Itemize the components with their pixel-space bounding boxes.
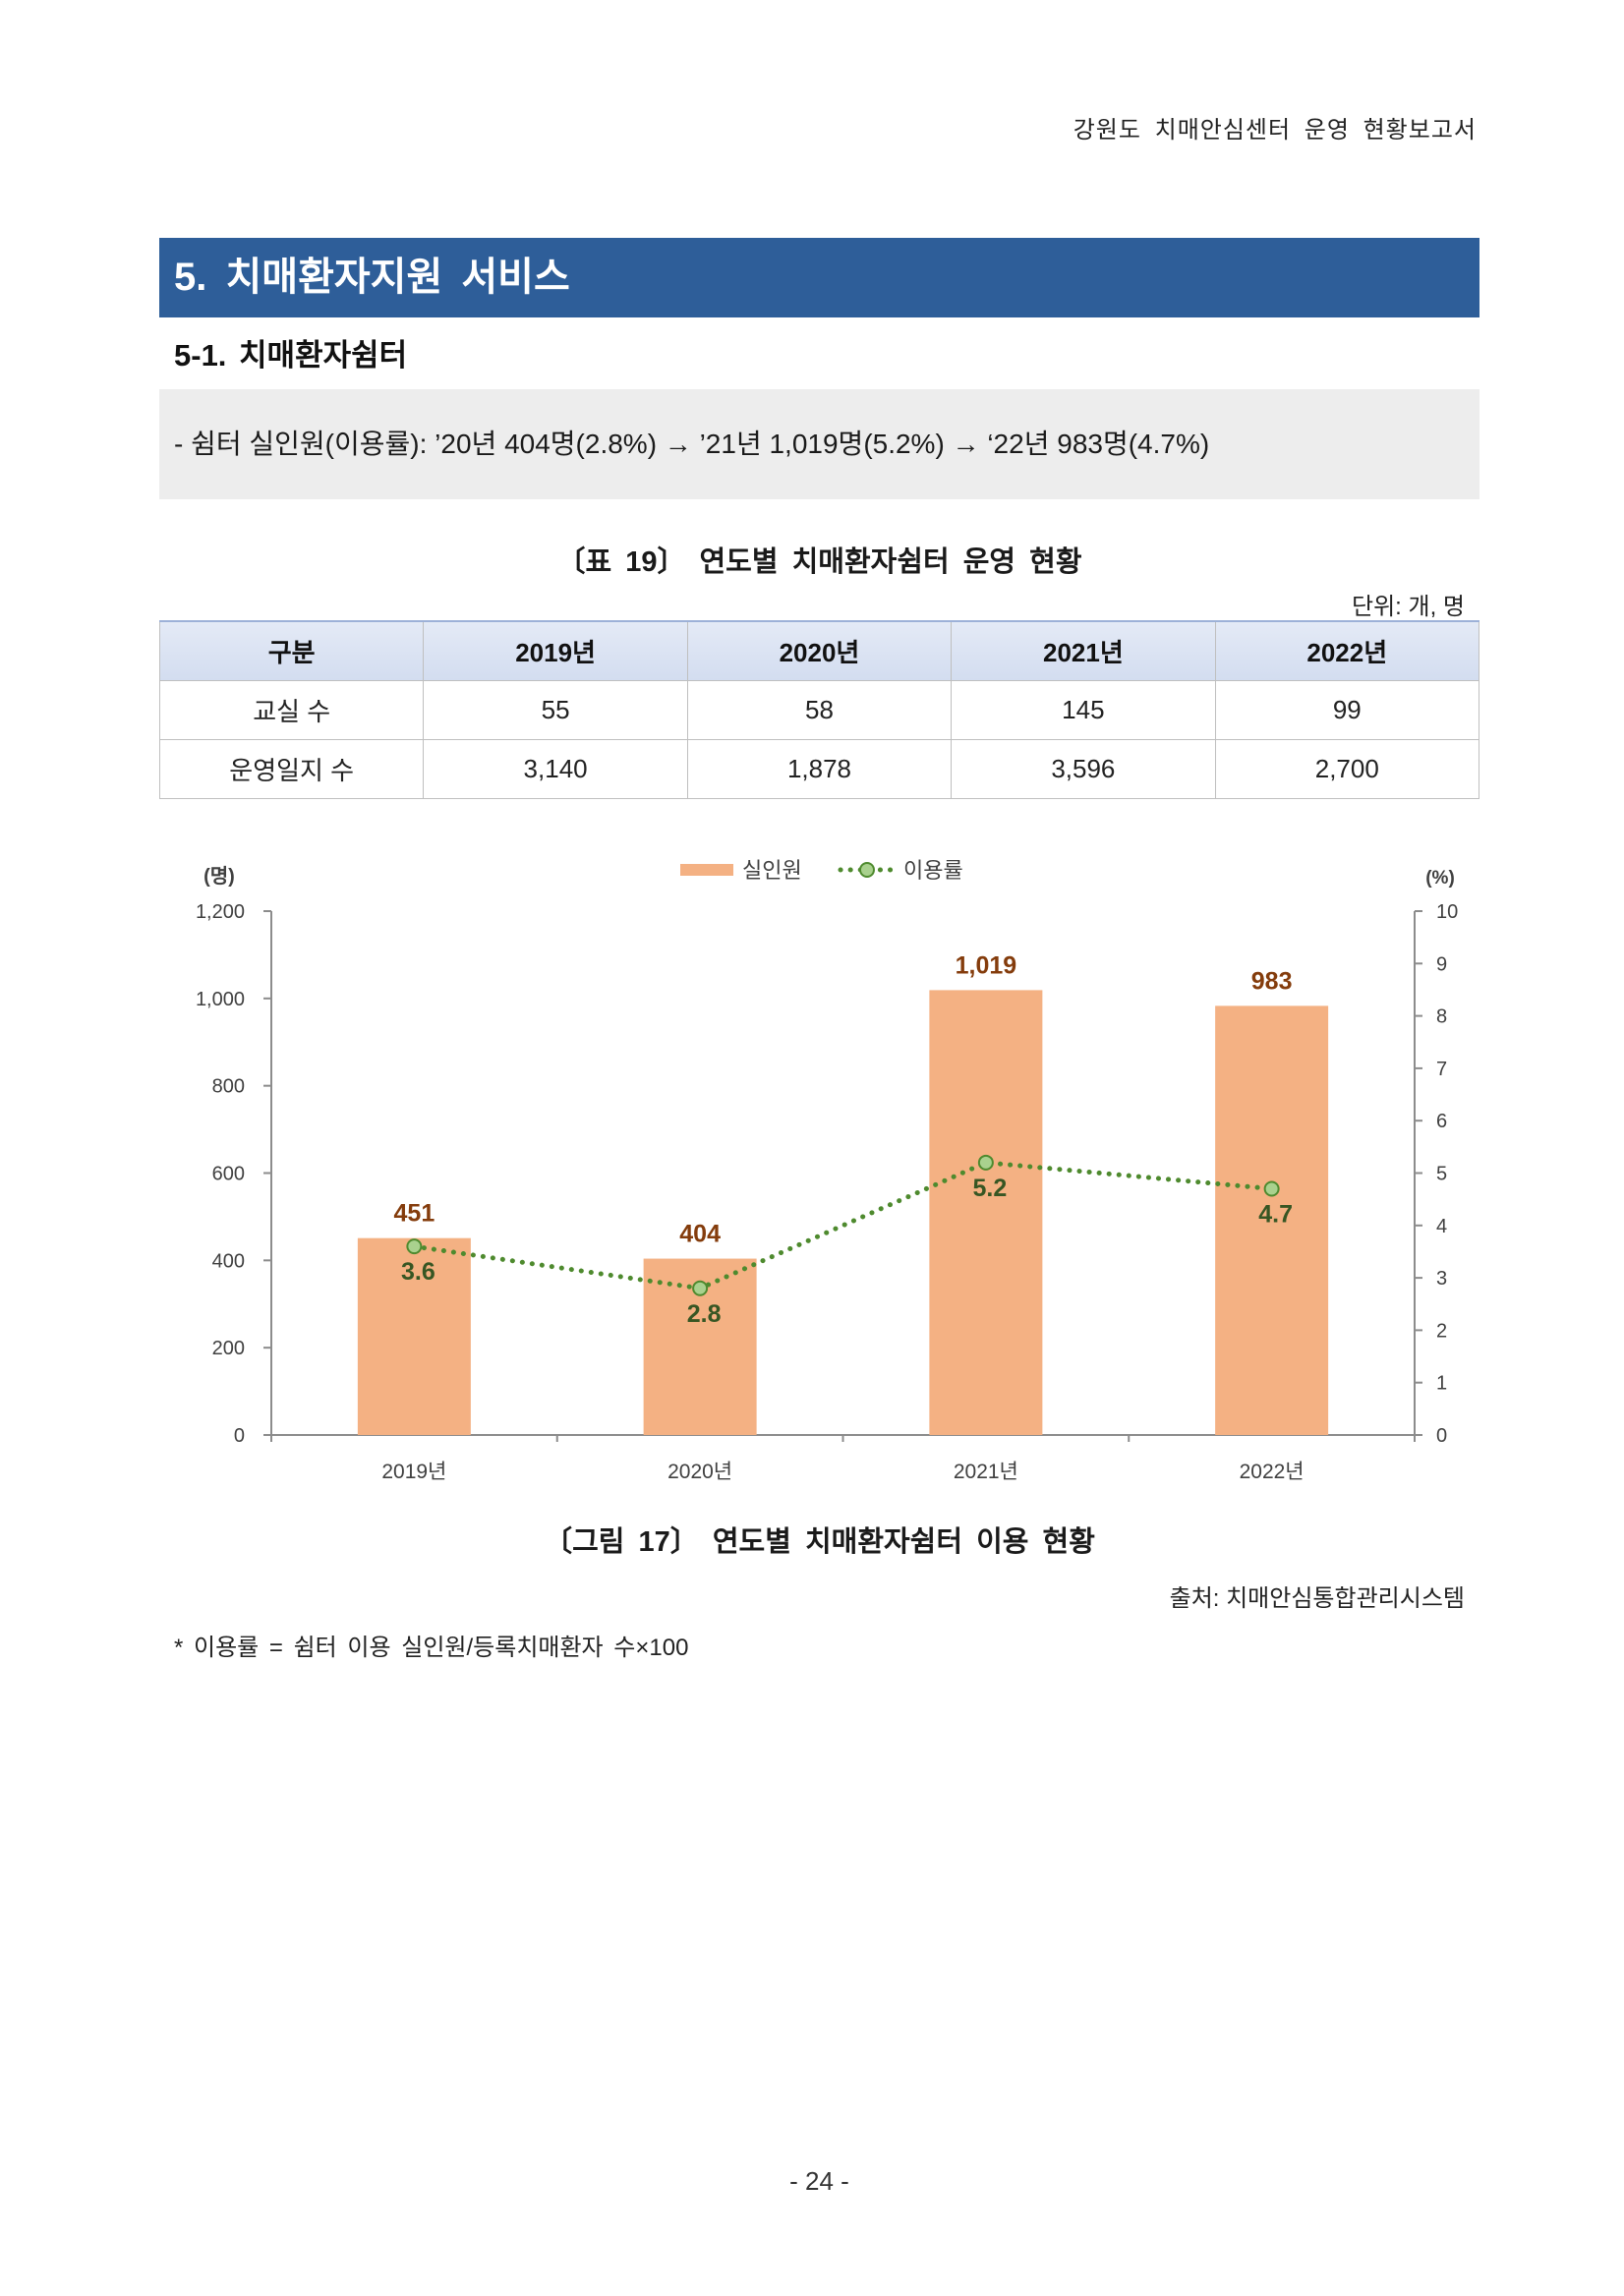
table-row-label: 운영일지 수 <box>158 739 425 799</box>
legend-bar-label: 실인원 <box>742 858 802 883</box>
right-axis-unit-label: (%) <box>1425 868 1455 889</box>
table-header-row: 구분 2019년 2020년 2021년 2022년 <box>158 620 1480 681</box>
summary-box: - 쉼터 실인원(이용률): ’20년 404명(2.8%) → ’21년 1,… <box>159 389 1479 499</box>
usage-rate-point <box>977 1154 994 1171</box>
table-cell: 3,596 <box>951 739 1216 799</box>
table-caption: 〔표 19〕 연도별 치매환자쉼터 운영 현황 <box>556 546 1082 578</box>
legend-bar-swatch <box>680 864 733 876</box>
usage-rate-line <box>411 1160 1275 1292</box>
bar-value-label: 404 <box>679 1221 721 1248</box>
left-axis-tick-label: 1,000 <box>196 989 245 1010</box>
table-header-cell: 2021년 <box>951 620 1216 681</box>
table-header-cell: 2022년 <box>1214 620 1480 681</box>
x-axis-category-label: 2020년 <box>667 1461 732 1483</box>
right-axis-tick-label: 10 <box>1436 901 1458 923</box>
usage-rate-point <box>406 1238 423 1255</box>
subsection-title: 5-1. 치매환자쉼터 <box>174 338 408 373</box>
rate-value-label: 2.8 <box>687 1300 722 1328</box>
table-cell: 1,878 <box>686 739 953 799</box>
table-cell: 3,140 <box>423 739 688 799</box>
figure-caption: 〔그림 17〕 연도별 치매환자쉼터 이용 현황 <box>544 1526 1095 1558</box>
left-axis-tick-label: 200 <box>212 1338 245 1359</box>
x-axis-category-label: 2021년 <box>954 1461 1018 1483</box>
right-axis-tick-label: 0 <box>1436 1425 1447 1447</box>
left-axis-tick-label: 600 <box>212 1164 245 1185</box>
bar-value-label: 451 <box>394 1200 435 1228</box>
left-axis-tick-label: 400 <box>212 1250 245 1272</box>
footnote: * 이용률 = 쉼터 이용 실인원/등록치매환자 수×100 <box>174 1635 689 1661</box>
table-header-cell: 2020년 <box>686 620 953 681</box>
left-axis-tick-label: 0 <box>234 1425 245 1447</box>
running-header-title: 강원도 치매안심센터 운영 현황보고서 <box>1073 117 1477 144</box>
operations-table: 구분 2019년 2020년 2021년 2022년 교실 수 55 58 14… <box>158 620 1480 799</box>
bar-2021년 <box>929 990 1043 1435</box>
table-cell: 145 <box>951 680 1216 740</box>
bar-2022년 <box>1215 1005 1329 1435</box>
table-row-label: 교실 수 <box>158 680 425 740</box>
table-row: 교실 수 55 58 145 99 <box>158 680 1480 740</box>
table-row: 운영일지 수 3,140 1,878 3,596 2,700 <box>158 739 1480 799</box>
table-cell: 55 <box>423 680 688 740</box>
table-cell: 99 <box>1214 680 1480 740</box>
table-cell: 58 <box>686 680 953 740</box>
right-axis-tick-label: 4 <box>1436 1216 1447 1237</box>
right-axis-tick-label: 5 <box>1436 1164 1447 1185</box>
right-axis-tick-label: 2 <box>1436 1320 1447 1342</box>
table-header-cell: 2019년 <box>423 620 688 681</box>
usage-rate-point <box>1263 1180 1280 1197</box>
section-title-bar: 5. 치매환자지원 서비스 <box>159 238 1479 317</box>
page-number: - 24 - <box>789 2166 849 2196</box>
bar-value-label: 1,019 <box>956 951 1017 979</box>
right-axis-tick-label: 8 <box>1436 1006 1447 1028</box>
left-axis-tick-label: 800 <box>212 1076 245 1098</box>
table-header-cell: 구분 <box>158 620 425 681</box>
table-cell: 2,700 <box>1214 739 1480 799</box>
bar-2019년 <box>357 1237 471 1435</box>
right-axis-tick-label: 3 <box>1436 1268 1447 1290</box>
summary-text: - 쉼터 실인원(이용률): ’20년 404명(2.8%) → ’21년 1,… <box>174 429 1210 459</box>
rate-value-label: 3.6 <box>401 1258 435 1286</box>
x-axis-category-label: 2019년 <box>381 1461 446 1483</box>
left-axis-unit-label: (명) <box>203 865 235 888</box>
right-axis-tick-label: 7 <box>1436 1059 1447 1080</box>
right-axis-tick-label: 9 <box>1436 953 1447 975</box>
left-axis-tick-label: 1,200 <box>196 901 245 923</box>
rate-value-label: 4.7 <box>1258 1200 1293 1228</box>
shelter-usage-chart: 0 200 400 600 800 1,000 1,200 0 1 2 3 4 5 6 7 8 9 10 (명) (%… <box>196 858 1458 1483</box>
usage-rate-point <box>692 1280 709 1296</box>
figure-source: 출처: 치매안심통합관리시스템 <box>1169 1585 1465 1612</box>
rate-value-label: 5.2 <box>972 1175 1007 1202</box>
bar-value-label: 983 <box>1251 967 1293 995</box>
x-axis-category-label: 2022년 <box>1240 1461 1305 1483</box>
legend-line-marker <box>859 862 875 878</box>
legend-line-label: 이용률 <box>903 858 963 883</box>
right-axis-tick-label: 1 <box>1436 1373 1447 1395</box>
table-unit-label: 단위: 개, 명 <box>1352 594 1465 620</box>
right-axis-tick-label: 6 <box>1436 1111 1447 1132</box>
